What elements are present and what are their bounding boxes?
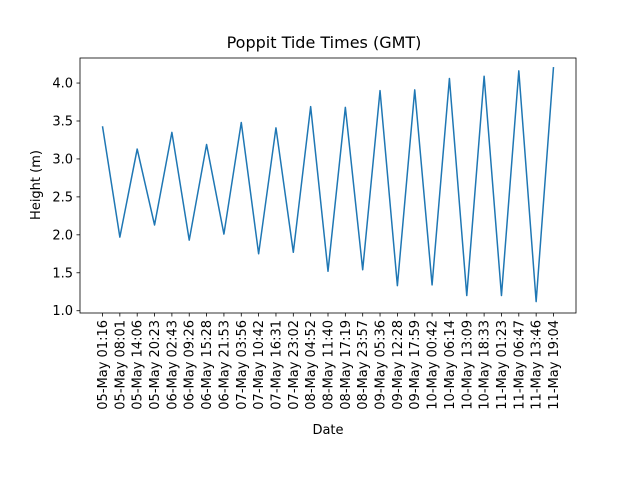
y-tick-label: 4.0: [52, 77, 73, 92]
x-tick-label: 08-May 23:57: [356, 320, 371, 410]
x-tick-label: 10-May 18:33: [478, 320, 493, 410]
x-tick-label: 11-May 19:04: [547, 320, 562, 410]
y-axis-label: Height (m): [29, 150, 44, 220]
y-tick-label: 1.5: [52, 266, 73, 281]
x-tick-label: 07-May 03:56: [235, 320, 250, 410]
x-tick-label: 05-May 14:06: [131, 320, 146, 410]
x-tick-label: 10-May 13:09: [460, 320, 475, 410]
x-tick-label: 10-May 00:42: [426, 320, 441, 410]
x-tick-label: 07-May 16:31: [269, 320, 284, 410]
x-tick-label: 08-May 17:19: [339, 320, 354, 410]
y-tick-label: 3.0: [52, 152, 73, 167]
y-tick-label: 2.5: [52, 190, 73, 205]
x-tick-label: 11-May 01:23: [495, 320, 510, 410]
x-axis-label: Date: [312, 423, 343, 438]
x-tick-label: 08-May 04:52: [304, 320, 319, 410]
x-tick-label: 05-May 08:01: [113, 320, 128, 410]
x-tick-label: 09-May 17:59: [408, 320, 423, 410]
x-tick-label: 06-May 02:43: [165, 320, 180, 410]
x-tick-label: 10-May 06:14: [443, 320, 458, 410]
x-tick-label: 07-May 10:42: [252, 320, 267, 410]
x-tick-label: 05-May 20:23: [148, 320, 163, 410]
x-tick-label: 09-May 12:28: [391, 320, 406, 410]
plot-area: 1.01.52.02.53.03.54.005-May 01:16 05-May …: [52, 57, 577, 410]
x-tick-label: 11-May 13:46: [530, 320, 545, 410]
x-tick-label: 09-May 05:36: [374, 320, 389, 410]
x-tick-label: 06-May 15:28: [200, 320, 215, 410]
chart-title: Poppit Tide Times (GMT): [227, 33, 422, 52]
x-tick-label: 08-May 11:40: [322, 320, 337, 410]
y-tick-label: 2.0: [52, 228, 73, 243]
x-tick-label: 06-May 09:26: [183, 320, 198, 410]
x-tick-label: 07-May 23:02: [287, 320, 302, 410]
y-tick-label: 1.0: [52, 304, 73, 319]
x-tick-label: 06-May 21:53: [217, 320, 232, 410]
x-tick-label: 11-May 06:47: [512, 320, 527, 410]
tide-height-line: [101, 67, 555, 303]
y-tick-label: 3.5: [52, 114, 73, 129]
x-tick-label: 05-May 01:16: [96, 320, 111, 410]
